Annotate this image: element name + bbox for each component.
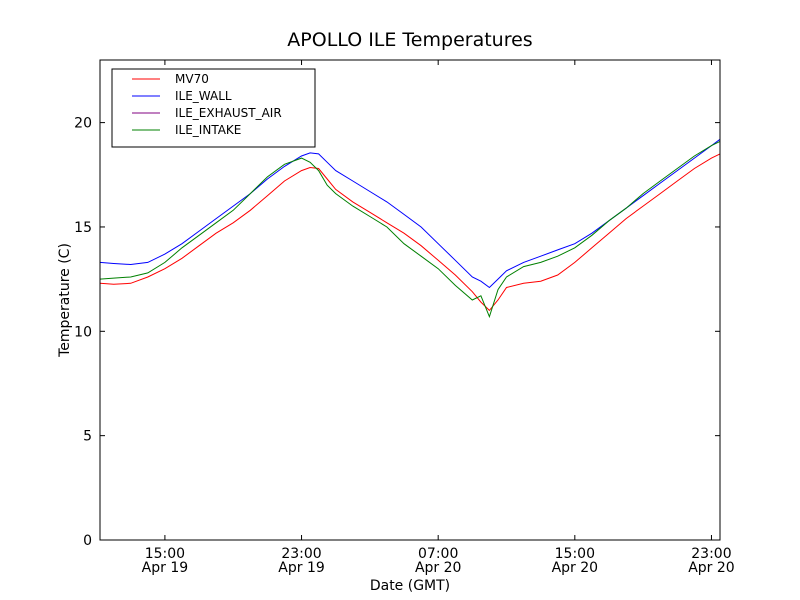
series-lines — [99, 138, 721, 319]
x-tick-label-time: 15:00 — [145, 546, 185, 562]
x-tick-label-time: 07:00 — [418, 546, 458, 562]
x-tick-label-date: Apr 20 — [552, 560, 598, 576]
series-line-ile-intake — [99, 140, 721, 319]
x-tick-label-time: 23:00 — [281, 546, 321, 562]
y-tick-label: 0 — [83, 533, 92, 549]
legend-label: ILE_INTAKE — [175, 123, 241, 137]
x-tick-label-time: 23:00 — [691, 546, 731, 562]
x-tick-label-date: Apr 19 — [142, 560, 188, 576]
legend-label: ILE_WALL — [175, 89, 232, 103]
series-line-mv70 — [99, 153, 721, 312]
x-tick-label-date: Apr 20 — [415, 560, 461, 576]
x-axis-title: Date (GMT) — [370, 578, 450, 594]
y-axis-title: Temperature (C) — [57, 243, 73, 358]
x-tick-label-date: Apr 20 — [688, 560, 734, 576]
x-tick-label-date: Apr 19 — [278, 560, 324, 576]
y-tick-label: 15 — [74, 220, 92, 236]
x-tick-label-time: 15:00 — [555, 546, 595, 562]
y-tick-label: 20 — [74, 116, 92, 132]
legend-label: ILE_EXHAUST_AIR — [175, 106, 282, 120]
y-tick-label: 10 — [74, 324, 92, 340]
plot-frame — [99, 59, 721, 541]
legend-label: MV70 — [175, 72, 209, 86]
y-tick-label: 5 — [83, 429, 92, 445]
chart-title: APOLLO ILE Temperatures — [287, 29, 532, 51]
legend-box — [111, 68, 316, 148]
legend: MV70 ILE_WALL ILE_EXHAUST_AIR ILE_INTAKE — [111, 68, 316, 148]
